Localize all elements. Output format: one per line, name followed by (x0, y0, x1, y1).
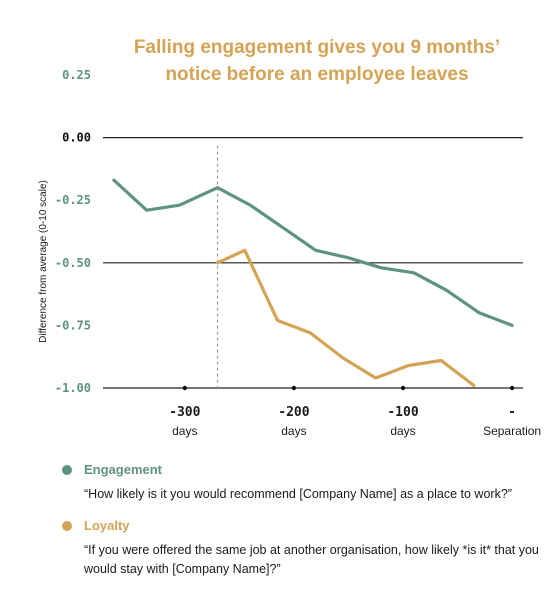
chart-title-line-1: Falling engagement gives you 9 months’ (134, 37, 500, 58)
x-tick-sublabel: days (390, 424, 415, 438)
series-line-loyalty (215, 248, 476, 388)
x-tick-sublabel: days (281, 424, 306, 438)
legend-label-loyalty: Loyalty (84, 518, 130, 533)
chart-title: Falling engagement gives you 9 months’ no… (134, 37, 500, 85)
x-axis-ticks: -300 days -200 days -100 days - Separation (169, 385, 541, 438)
x-tick-label: - (508, 405, 516, 420)
series-lines (112, 178, 514, 388)
legend-item-engagement: Engagement “How likely is it you would r… (62, 462, 542, 504)
engagement-dot-icon (62, 464, 72, 475)
legend-label-engagement: Engagement (84, 462, 163, 477)
series-line-engagement (112, 178, 514, 327)
y-tick-label: -1.00 (55, 381, 91, 395)
x-tick-sublabel: days (172, 424, 197, 438)
x-tick-label: -300 (169, 405, 200, 420)
x-tick-dot (400, 385, 406, 391)
y-tick-label: 0.25 (62, 68, 91, 82)
legend-item-loyalty: Loyalty “If you were offered the same jo… (62, 518, 542, 579)
legend-desc-loyalty: “If you were offered the same job at ano… (84, 543, 539, 576)
legend-desc-engagement: “How likely is it you would recommend [C… (84, 487, 512, 501)
gridlines (103, 137, 523, 389)
legend: Engagement “How likely is it you would r… (62, 462, 542, 579)
x-tick-dot (291, 385, 297, 391)
loyalty-dot-icon (62, 520, 72, 531)
x-tick-label: -200 (278, 405, 309, 420)
y-tick-label: -0.75 (55, 318, 91, 332)
y-tick-label: -0.50 (55, 256, 91, 270)
x-tick-sublabel: Separation (483, 424, 541, 438)
x-tick-dot (182, 385, 188, 391)
y-axis-ticks: 0.25 0.00 -0.25 -0.50 -0.75 -1.00 (55, 68, 91, 395)
y-tick-label: -0.25 (55, 193, 91, 207)
chart: Falling engagement gives you 9 months’ no… (38, 37, 541, 438)
chart-title-line-2: notice before an employee leaves (165, 64, 468, 85)
y-axis-label: Difference from average (0-10 scale) (38, 180, 49, 343)
x-tick-label: -100 (387, 405, 418, 420)
x-tick-dot (509, 385, 515, 391)
y-tick-label: 0.00 (62, 131, 91, 145)
